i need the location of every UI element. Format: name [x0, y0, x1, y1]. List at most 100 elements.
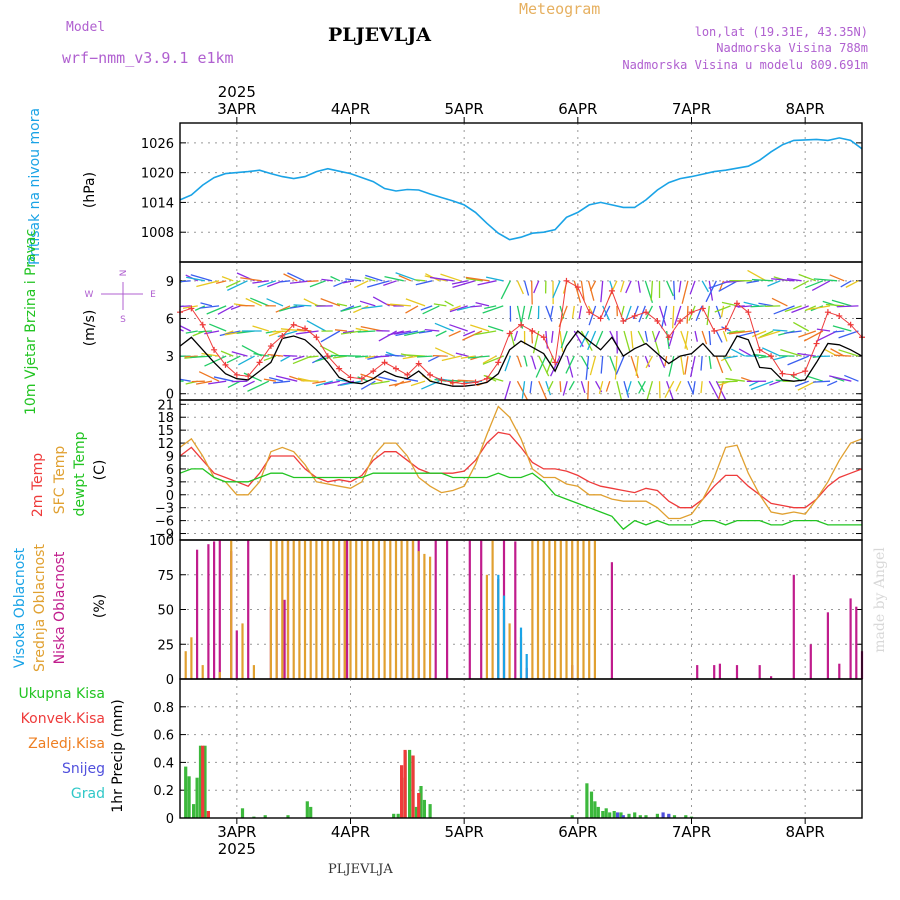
wind-gust-mark [665, 334, 672, 341]
compass-w: W [85, 290, 94, 300]
wind-arrow [279, 280, 291, 283]
cloud_mid-bar [548, 540, 551, 679]
wind-gust-mark [449, 379, 456, 386]
wind-arrow [470, 305, 482, 308]
wind-arrow [190, 274, 213, 282]
wind-arrow [180, 328, 184, 332]
cloud_low-bar [735, 665, 739, 679]
wind-arrow [585, 356, 590, 380]
cloud_low-bar [514, 541, 517, 679]
cloud_mid-bar [349, 540, 352, 679]
cloud_low-bar [838, 663, 841, 679]
wind-arrow [504, 355, 511, 372]
wind-arrow [231, 351, 248, 357]
wind-arrow [833, 330, 845, 333]
compass-n: N [119, 270, 129, 277]
compass-e: E [150, 290, 156, 300]
wind-arrow [603, 305, 611, 318]
wind-arrow [740, 377, 753, 382]
wind-gust-mark [745, 309, 752, 316]
wind-arrow [587, 280, 595, 301]
wind-arrow [644, 330, 649, 342]
wind-gust-mark [290, 321, 297, 328]
wind-arrow [761, 347, 781, 357]
x-day-label-top: 3APR [217, 100, 256, 118]
wind-arrow [589, 355, 597, 376]
wind-arrow [435, 330, 447, 337]
x-day-label-bottom: 3APR [217, 823, 256, 841]
precip_total-bar [184, 766, 188, 818]
legend-total-rain: Ukupna Kisa [18, 686, 105, 702]
cloud_low-bar [809, 644, 812, 680]
wind-panel [177, 261, 865, 401]
precip_total-bar [689, 816, 694, 818]
wind-arrow [307, 280, 319, 283]
cloud_mid-bar [321, 540, 324, 679]
y-tick-label: 9 [166, 450, 174, 465]
cloud_mid-bar [531, 540, 534, 679]
precip_total-bar [392, 813, 396, 818]
wind-gust-mark [688, 309, 695, 316]
wind-arrow [293, 304, 312, 307]
wind-arrow [579, 330, 590, 348]
wind-arrow [330, 275, 341, 282]
wind-arrow [630, 330, 634, 349]
wind-gust-mark [233, 371, 240, 378]
cloud_mid-bar [383, 540, 386, 679]
wind-arrow [644, 355, 651, 368]
wind-gust-mark [711, 328, 718, 334]
wind-gust-mark [245, 373, 252, 380]
wind-gust-mark [199, 321, 206, 328]
wind-gust-mark [472, 379, 479, 386]
y-tick-label: 25 [157, 638, 174, 653]
wind-arrow [560, 330, 568, 349]
precip_total-bar [240, 808, 245, 818]
wind-arrow [645, 355, 654, 369]
wind-arrow [535, 355, 547, 378]
legend-frozen-rain: Zaledj.Kisa [28, 736, 105, 752]
cloud_low-bar [480, 540, 483, 679]
wind-arrow [690, 355, 696, 378]
wind-arrow [487, 325, 504, 332]
altitude-label: Nadmorska Visina 788m [716, 41, 868, 55]
wind-arrow [198, 371, 220, 382]
wind-gust-mark [847, 321, 854, 328]
wind-arrow [708, 330, 712, 346]
cloud_low-bar [247, 540, 250, 679]
cloud_mid-bar [491, 540, 494, 679]
wind-arrow [283, 354, 298, 357]
wind-arrow [470, 324, 490, 332]
y-tick-label: 0 [166, 388, 174, 403]
cloud_low-bar [283, 599, 286, 679]
wind-gust-mark [404, 371, 411, 378]
wind-arrow [720, 305, 725, 318]
cloud_mid-bar [372, 540, 375, 679]
wind-arrow [395, 330, 419, 337]
wind-arrow [694, 330, 698, 342]
wind-arrow [757, 330, 781, 339]
wind-gust-mark [188, 305, 195, 312]
wind-arrow [620, 305, 625, 318]
wind-gust-mark [438, 376, 445, 383]
wind-arrow [219, 330, 241, 337]
cloud_mid-bar [298, 540, 301, 679]
snow-bar [661, 812, 665, 818]
wind-arrow [424, 328, 440, 332]
cloud_mid-bar [565, 540, 568, 679]
wind-gust-mark [768, 353, 775, 360]
wind-arrow [751, 278, 774, 282]
wind-arrow [398, 274, 412, 282]
precip_conv-bar [206, 811, 210, 818]
wind-arrow [365, 355, 376, 359]
wind-arrow [580, 330, 593, 351]
wind-arrow [684, 355, 689, 375]
wind-arrow [292, 355, 305, 361]
wind-arrow [226, 355, 241, 364]
cloud_mid-bar [571, 540, 574, 679]
wind-compass-icon [101, 282, 143, 310]
y-tick-label: 1020 [141, 167, 174, 182]
wind-arrow [673, 280, 676, 300]
wind-gust-mark [790, 371, 797, 378]
wind-arrow [750, 380, 774, 391]
